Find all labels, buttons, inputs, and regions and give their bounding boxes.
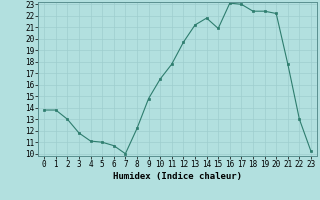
X-axis label: Humidex (Indice chaleur): Humidex (Indice chaleur): [113, 172, 242, 181]
